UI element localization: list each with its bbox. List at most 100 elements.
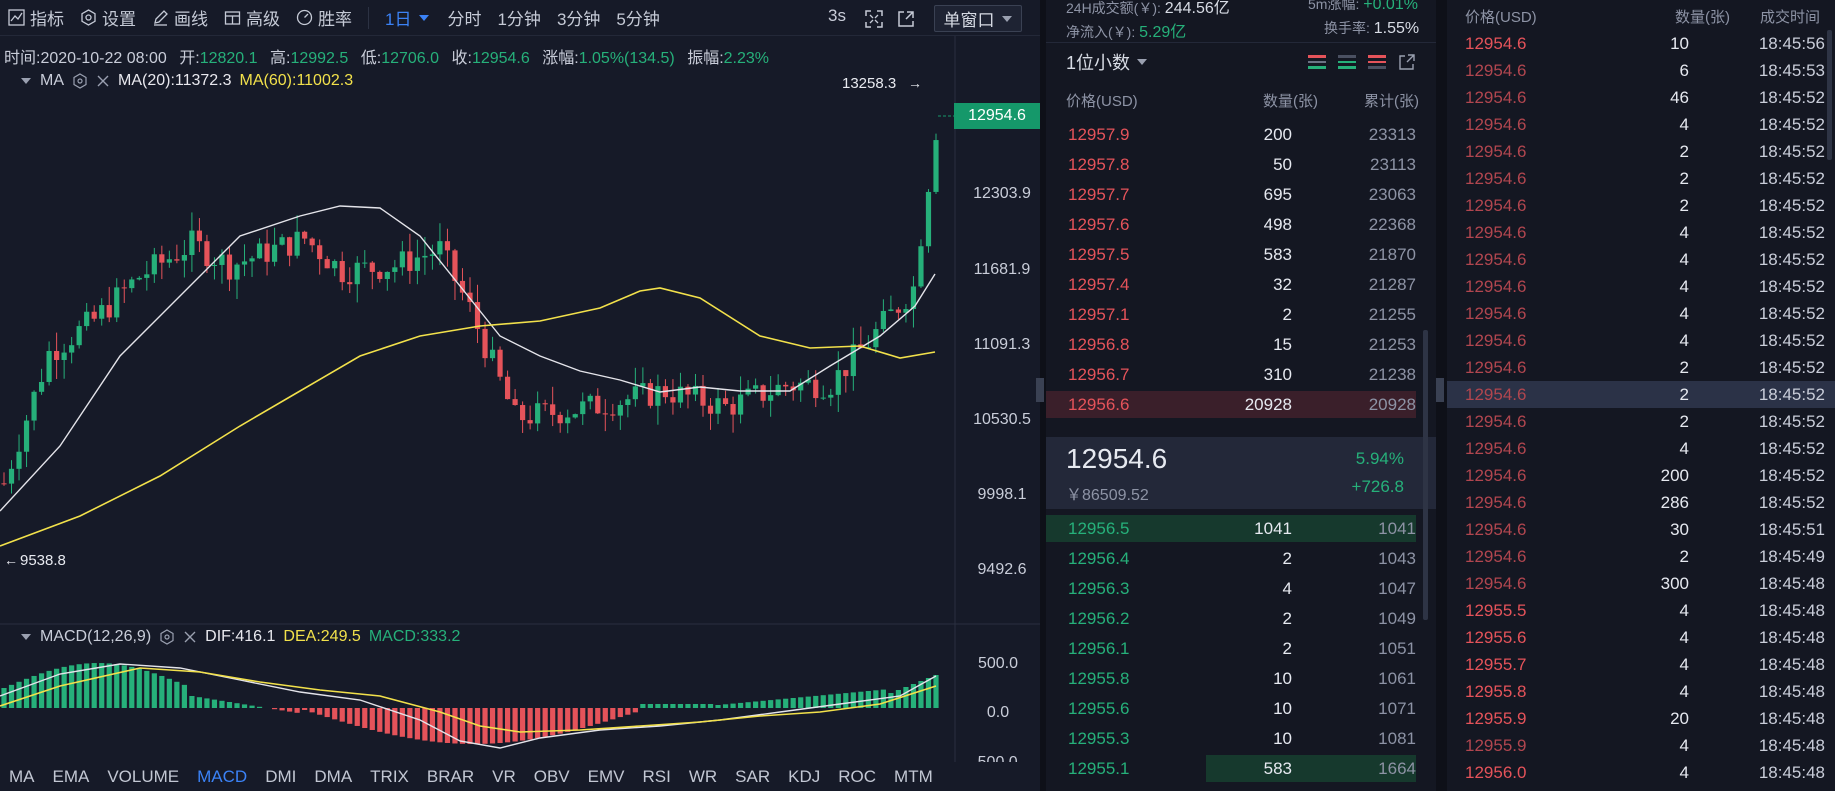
draw-line-button[interactable]: 画线 — [144, 0, 216, 36]
scrollbar[interactable] — [1827, 30, 1832, 160]
settings-button[interactable]: 设置 — [72, 0, 144, 36]
tab-mtm[interactable]: MTM — [894, 766, 933, 786]
trade-row[interactable]: 12954.6 2 18:45:52 — [1447, 354, 1835, 381]
trade-row[interactable]: 12955.7 4 18:45:48 — [1447, 651, 1835, 678]
trade-row[interactable]: 12954.6 4 18:45:52 — [1447, 111, 1835, 138]
orderbook-bids-icon[interactable] — [1338, 54, 1356, 70]
trade-row[interactable]: 12954.6 10 18:45:56 — [1447, 30, 1835, 57]
trade-row[interactable]: 12954.6 2 18:45:52 — [1447, 165, 1835, 192]
window-mode-select[interactable]: 单窗口 — [934, 5, 1022, 32]
indicator-button[interactable]: 指标 — [0, 0, 72, 36]
tab-volume[interactable]: VOLUME — [107, 766, 180, 786]
collapse-handle[interactable] — [1436, 378, 1444, 402]
trade-row[interactable]: 12954.6 4 18:45:52 — [1447, 327, 1835, 354]
orderbook-asks-icon[interactable] — [1368, 54, 1386, 70]
tab-roc[interactable]: ROC — [838, 766, 877, 786]
trade-row[interactable]: 12955.8 4 18:45:48 — [1447, 678, 1835, 705]
ask-row[interactable]: 12956.6 20928 20928 — [1046, 391, 1416, 418]
tab-sar[interactable]: SAR — [735, 766, 771, 786]
trade-row[interactable]: 12954.6 46 18:45:52 — [1447, 84, 1835, 111]
collapse-icon[interactable] — [20, 76, 32, 86]
trade-row[interactable]: 12955.9 20 18:45:48 — [1447, 705, 1835, 732]
tab-macd[interactable]: MACD — [197, 766, 248, 786]
bid-row[interactable]: 12955.8 10 1061 — [1046, 665, 1416, 692]
trade-row[interactable]: 12954.6 200 18:45:52 — [1447, 462, 1835, 489]
trade-row[interactable]: 12954.6 2 18:45:52 — [1447, 192, 1835, 219]
bid-row[interactable]: 12955.3 10 1081 — [1046, 725, 1416, 752]
trade-row[interactable]: 12956.0 4 18:45:48 — [1447, 759, 1835, 786]
trade-row[interactable]: 12954.6 300 18:45:48 — [1447, 570, 1835, 597]
tab-ma[interactable]: MA — [9, 766, 35, 786]
ask-row[interactable]: 12957.5 583 21870 — [1046, 241, 1416, 268]
tab-rsi[interactable]: RSI — [642, 766, 671, 786]
trade-row[interactable]: 12954.6 4 18:45:52 — [1447, 219, 1835, 246]
ask-row[interactable]: 12957.6 498 22368 — [1046, 211, 1416, 238]
bid-row[interactable]: 12956.4 2 1043 — [1046, 545, 1416, 572]
bid-row[interactable]: 12956.2 2 1049 — [1046, 605, 1416, 632]
tab-obv[interactable]: OBV — [533, 766, 570, 786]
interval-3m[interactable]: 3分钟 — [556, 10, 601, 29]
trade-size: 4 — [1679, 304, 1689, 323]
trade-size: 4 — [1679, 223, 1689, 242]
popout-icon[interactable] — [1398, 53, 1416, 71]
trade-row[interactable]: 12955.5 4 18:45:48 — [1447, 597, 1835, 624]
trade-row[interactable]: 12954.6 4 18:45:52 — [1447, 300, 1835, 327]
close-icon[interactable] — [183, 630, 197, 644]
macd-bar — [189, 696, 195, 708]
ask-row[interactable]: 12957.1 2 21255 — [1046, 301, 1416, 328]
bid-row[interactable]: 12956.1 2 1051 — [1046, 635, 1416, 662]
interval-1m[interactable]: 1分钟 — [497, 10, 541, 29]
collapse-icon[interactable] — [20, 632, 32, 642]
close-icon[interactable] — [96, 74, 110, 88]
collapse-handle[interactable] — [1036, 378, 1044, 402]
trade-row[interactable]: 12954.6 4 18:45:52 — [1447, 246, 1835, 273]
orderbook-both-icon[interactable] — [1308, 54, 1326, 70]
trade-row[interactable]: 12954.6 30 18:45:51 — [1447, 516, 1835, 543]
win-rate-button[interactable]: 胜率 — [288, 0, 360, 36]
bid-row[interactable]: 12955.1 583 1664 — [1046, 755, 1416, 782]
fullscreen-icon[interactable] — [864, 9, 884, 29]
trade-row[interactable]: 12954.6 4 18:45:52 — [1447, 435, 1835, 462]
bid-row[interactable]: 12955.6 10 1071 — [1046, 695, 1416, 722]
tab-wr[interactable]: WR — [688, 766, 718, 786]
tab-vr[interactable]: VR — [492, 766, 516, 786]
trade-row[interactable]: 12954.6 6 18:45:53 — [1447, 57, 1835, 84]
tab-ema[interactable]: EMA — [52, 766, 90, 786]
tab-kdj[interactable]: KDJ — [788, 766, 821, 786]
tab-dmi[interactable]: DMI — [265, 766, 297, 786]
bid-row[interactable]: 12956.5 1041 1041 — [1046, 515, 1416, 542]
advanced-button[interactable]: 高级 — [216, 0, 288, 36]
ask-row[interactable]: 12957.8 50 23113 — [1046, 151, 1416, 178]
refresh-rate[interactable]: 3s — [828, 6, 846, 25]
candle-body — [196, 230, 203, 242]
ask-row[interactable]: 12956.8 15 21253 — [1046, 331, 1416, 358]
macd-bar — [219, 700, 225, 708]
settings-icon[interactable] — [159, 629, 175, 645]
tab-trix[interactable]: TRIX — [370, 766, 409, 786]
kline-chart[interactable]: 12303.9 11681.9 11091.3 10530.5 9998.1 9… — [0, 36, 1040, 762]
trade-row[interactable]: 12954.6 2 18:45:52 — [1447, 408, 1835, 435]
tab-dma[interactable]: DMA — [314, 766, 353, 786]
settings-icon[interactable] — [72, 73, 88, 89]
ask-row[interactable]: 12957.9 200 23313 — [1046, 121, 1416, 148]
ask-row[interactable]: 12957.4 32 21287 — [1046, 271, 1416, 298]
tab-emv[interactable]: EMV — [587, 766, 625, 786]
interval-5m[interactable]: 5分钟 — [616, 10, 660, 29]
trade-row[interactable]: 12954.6 4 18:45:52 — [1447, 273, 1835, 300]
trade-row[interactable]: 12955.6 4 18:45:48 — [1447, 624, 1835, 651]
scrollbar[interactable] — [1423, 330, 1428, 620]
precision-select[interactable]: 1位小数 — [1066, 53, 1131, 73]
popout-icon[interactable] — [896, 9, 916, 29]
tab-brar[interactable]: BRAR — [426, 766, 475, 786]
ask-row[interactable]: 12957.7 695 23063 — [1046, 181, 1416, 208]
bid-row[interactable]: 12956.3 4 1047 — [1046, 575, 1416, 602]
interval-timeline[interactable]: 分时 — [447, 10, 482, 29]
trade-row[interactable]: 12954.6 2 18:45:52 — [1447, 381, 1835, 408]
trade-row[interactable]: 12955.9 4 18:45:48 — [1447, 732, 1835, 759]
trade-row[interactable]: 12954.6 2 18:45:52 — [1447, 138, 1835, 165]
interval-1d[interactable]: 1日 — [377, 0, 439, 36]
trade-row[interactable]: 12954.6 2 18:45:49 — [1447, 543, 1835, 570]
candle-body — [31, 391, 37, 421]
trade-row[interactable]: 12954.6 286 18:45:52 — [1447, 489, 1835, 516]
ask-row[interactable]: 12956.7 310 21238 — [1046, 361, 1416, 388]
